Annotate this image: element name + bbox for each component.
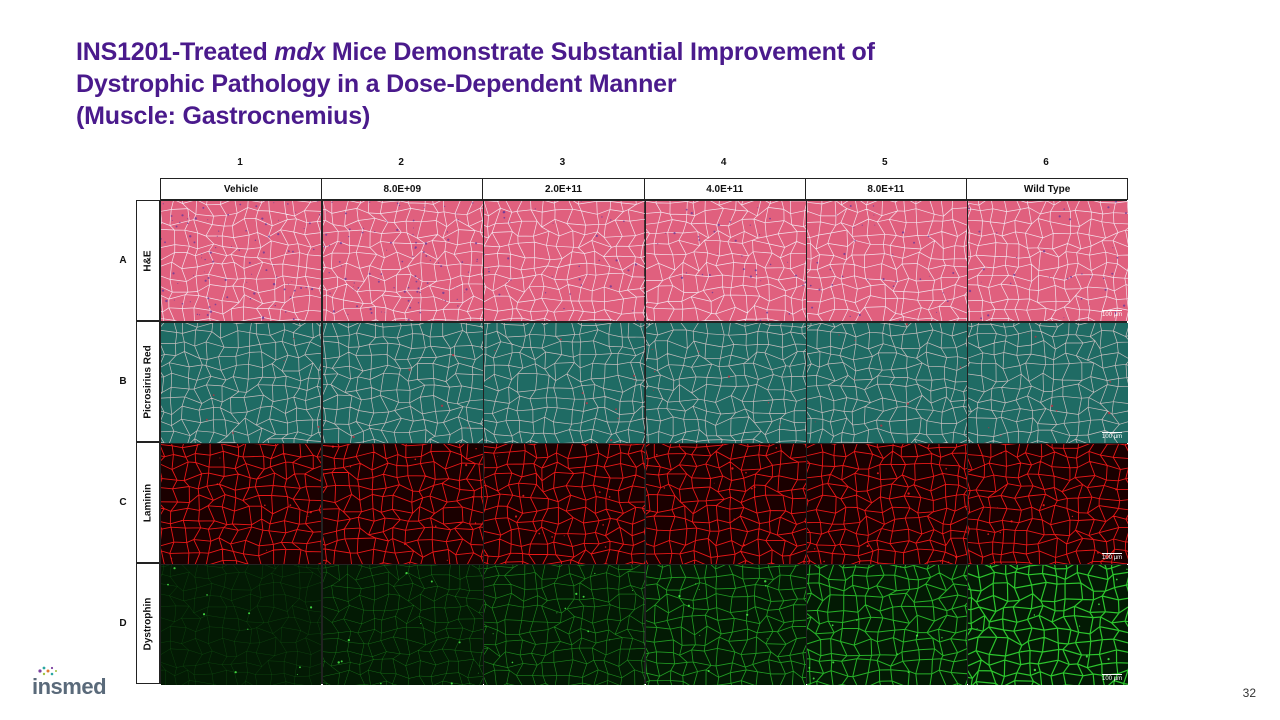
row-letter: A (119, 254, 127, 266)
micrograph-panel: 100 µm (968, 565, 1129, 685)
title-line-1: INS1201-Treated mdx Mice Demonstrate Sub… (76, 36, 1176, 68)
column-header: 4.0E+11 (643, 178, 806, 200)
row-letter: C (119, 496, 127, 508)
micrograph-panel (161, 565, 322, 685)
micrograph-panel (645, 565, 806, 685)
row-stain-text: H&E (142, 249, 154, 272)
title-text-a: INS1201-Treated (76, 38, 275, 66)
micrograph-panel: 100 µm (968, 201, 1129, 321)
micrograph-panel (484, 565, 645, 685)
title-text-italic: mdx (274, 38, 326, 66)
column-header: 2.0E+11 (482, 178, 645, 200)
insmed-logo: insmed (32, 674, 107, 699)
micrograph-panel (161, 323, 322, 443)
row-stain-text: Dystrophin (142, 597, 154, 650)
column-header: 8.0E+09 (321, 178, 484, 200)
row-stain-label: Laminin (136, 442, 160, 563)
micrograph-panel (323, 323, 484, 443)
column-number: 6 (1043, 157, 1049, 168)
micrograph-panel (806, 201, 967, 321)
micrograph-panel (645, 201, 806, 321)
column-header: Vehicle (160, 178, 323, 200)
column-header: 8.0E+11 (804, 178, 967, 200)
title-line-3: (Muscle: Gastrocnemius) (76, 102, 371, 130)
micrograph-panel (161, 201, 322, 321)
column-number: 2 (398, 157, 404, 168)
micrograph-panel (806, 444, 967, 564)
micrograph-panel: 100 µm (968, 444, 1129, 564)
micrograph-panel (806, 565, 967, 685)
micrograph-panel (484, 201, 645, 321)
row-stain-label: Dystrophin (136, 563, 160, 684)
row-stain-label: H&E (136, 200, 160, 321)
slide-title: INS1201-Treated mdx Mice Demonstrate Sub… (76, 36, 1176, 132)
micrograph-panel (645, 444, 806, 564)
micrograph-panel (645, 323, 806, 443)
row-letter: B (119, 375, 127, 387)
scale-bar: 100 µm (1102, 555, 1123, 561)
title-line-2: Dystrophic Pathology in a Dose-Dependent… (76, 70, 677, 98)
micrograph-panel (484, 444, 645, 564)
column-number: 3 (559, 157, 566, 168)
panel-grid: 100 µm 100 µm 100 µm 100 µm (160, 200, 1129, 685)
row-stain-text: Picrosirius Red (142, 344, 154, 419)
scale-bar: 100 µm (1102, 312, 1123, 318)
micrograph-panel (484, 323, 645, 443)
row-stain-label: Picrosirius Red (136, 321, 160, 442)
micrograph-panel: 100 µm (968, 323, 1129, 443)
column-header: Wild Type (966, 178, 1129, 200)
micrograph-panel (806, 323, 967, 443)
micrograph-panel (161, 444, 322, 564)
column-number: 1 (237, 157, 243, 168)
row-stain-text: Laminin (142, 483, 154, 522)
logo-dots-icon (34, 664, 74, 676)
micrograph-panel (323, 444, 484, 564)
micrograph-panel (323, 565, 484, 685)
micrograph-panel (323, 201, 484, 321)
scale-bar: 100 µm (1102, 434, 1123, 440)
title-text-b: Mice Demonstrate Substantial Improvement… (325, 38, 875, 66)
row-letter: D (119, 617, 127, 629)
page-number: 32 (1242, 686, 1256, 700)
column-number: 5 (882, 157, 888, 168)
scale-bar: 100 µm (1102, 676, 1123, 682)
column-number: 4 (720, 157, 727, 168)
